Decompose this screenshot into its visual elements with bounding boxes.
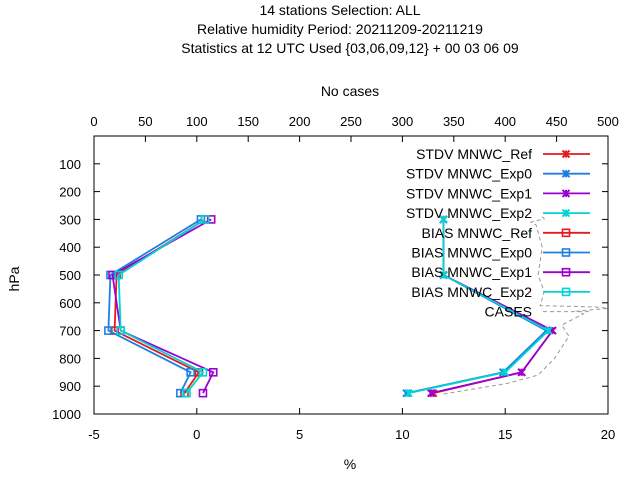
data-point [200, 215, 210, 224]
series-bias-mnwc-exp2 [114, 215, 210, 398]
series-layer [104, 215, 609, 398]
x2-tick-label: 50 [138, 114, 152, 129]
x2-tick-label: 350 [443, 114, 465, 129]
x2-tick-label: 200 [289, 114, 311, 129]
legend-label-bias-mnwc-exp2: BIAS MNWC_Exp2 [411, 284, 532, 300]
title-line-3: Statistics at 12 UTC Used {03,06,09,12} … [181, 40, 519, 56]
x-tick-label: 5 [296, 427, 303, 442]
x2-tick-label: 150 [237, 114, 259, 129]
series-cases [443, 216, 609, 395]
x-tick-label: 10 [395, 427, 409, 442]
data-point [114, 270, 123, 280]
y-tick-label: 200 [59, 185, 81, 200]
data-point [208, 367, 218, 377]
legend-marker-stdv-mnwc-exp0 [561, 169, 571, 178]
title-line-2: Relative humidity Period: 20211209-20211… [197, 21, 483, 37]
data-point [439, 215, 448, 224]
legend-label-bias-mnwc-exp0: BIAS MNWC_Exp0 [411, 245, 532, 261]
data-point [198, 388, 208, 398]
x-tick-label: 0 [193, 427, 200, 442]
x2-tick-label: 500 [597, 114, 619, 129]
data-point [517, 368, 526, 377]
legend-marker-bias-mnwc-ref [561, 228, 571, 238]
y-tick-label: 900 [59, 379, 81, 394]
legend-label-stdv-mnwc-exp1: STDV MNWC_Exp1 [406, 185, 532, 201]
legend-marker-bias-mnwc-exp0 [561, 248, 571, 257]
x2-tick-label: 0 [90, 114, 97, 129]
y-tick-label: 600 [59, 296, 81, 311]
data-point [116, 326, 126, 335]
data-point [108, 270, 117, 280]
data-point [404, 388, 413, 398]
series-stdv-mnwc-exp2 [404, 215, 553, 398]
x2-tick-label: 400 [494, 114, 516, 129]
data-point [182, 388, 191, 398]
series-line-bias-mnwc-exp2 [117, 218, 206, 394]
x-axis-label: % [344, 456, 356, 472]
y-tick-label: 700 [59, 324, 81, 339]
chart-title: 14 stations Selection: ALL Relative humi… [181, 2, 519, 56]
data-point [439, 270, 448, 280]
legend-label-stdv-mnwc-exp2: STDV MNWC_Exp2 [406, 205, 532, 221]
y-tick-label: 500 [59, 268, 81, 283]
x2-tick-label: 250 [340, 114, 362, 129]
title-line-1: 14 stations Selection: ALL [259, 2, 420, 18]
x2-tick-label: 300 [392, 114, 414, 129]
x2-axis-label: No cases [321, 83, 379, 99]
x2-tick-label: 100 [186, 114, 208, 129]
legend-label-stdv-mnwc-ref: STDV MNWC_Ref [416, 146, 532, 162]
legend-label-stdv-mnwc-exp0: STDV MNWC_Exp0 [406, 166, 532, 182]
legend-marker-stdv-mnwc-exp1 [561, 189, 571, 198]
data-point [500, 368, 510, 377]
legend-marker-stdv-mnwc-ref [561, 149, 571, 159]
data-point [198, 367, 208, 377]
data-point [176, 388, 185, 398]
y-tick-label: 100 [59, 157, 81, 172]
data-point [186, 367, 195, 377]
y-axis-label: hPa [6, 266, 22, 291]
data-point [544, 326, 553, 335]
y-tick-label: 400 [59, 240, 81, 255]
data-point [104, 326, 113, 335]
legend-marker-bias-mnwc-exp1 [561, 267, 571, 277]
legend-label-cases: CASES [485, 304, 532, 320]
legend-marker-stdv-mnwc-exp2 [561, 208, 571, 218]
series-line-bias-mnwc-exp0 [107, 218, 202, 394]
series-line-cases [443, 216, 609, 395]
y-tick-label: 1000 [52, 407, 81, 422]
y-tick-label: 300 [59, 212, 81, 227]
x-tick-label: -5 [88, 427, 100, 442]
legend-label-bias-mnwc-ref: BIAS MNWC_Ref [422, 225, 533, 241]
legend-label-bias-mnwc-exp1: BIAS MNWC_Exp1 [411, 264, 532, 280]
axis-ticks: -5 0 5 10 15 200 50 100 150 200 250 300 350 400 450 500… [52, 114, 619, 442]
x-tick-label: 20 [601, 427, 615, 442]
x-tick-label: 15 [498, 427, 512, 442]
data-point [206, 215, 216, 224]
x2-tick-label: 450 [546, 114, 568, 129]
legend-marker-bias-mnwc-exp2 [561, 287, 571, 297]
data-point [426, 388, 436, 398]
legend: STDV MNWC_Ref STDV MNWC_Exp0 STDV MNWC_Exp… [406, 146, 590, 320]
y-tick-label: 800 [59, 351, 81, 366]
